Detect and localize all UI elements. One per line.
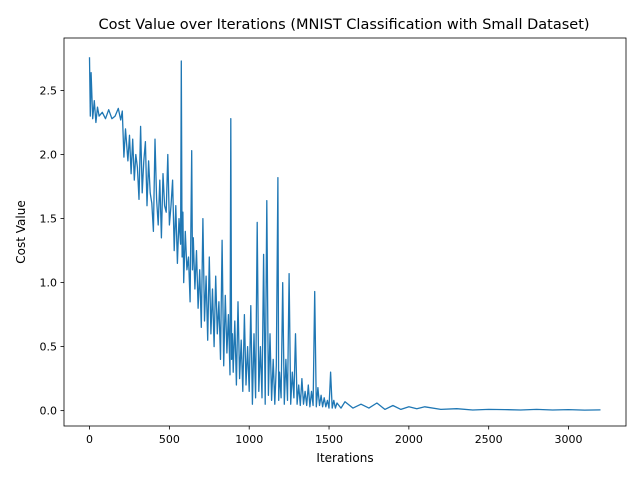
x-tick-label: 1000 [235, 433, 263, 446]
plot-area-frame [63, 37, 627, 427]
x-tick-label: 2000 [395, 433, 423, 446]
y-tick-label: 0.0 [40, 405, 58, 418]
x-tick-label: 2500 [475, 433, 503, 446]
x-tick-label: 1500 [315, 433, 343, 446]
y-axis-ticks: 0.0 0.5 1.0 1.5 2.0 2.5 [40, 85, 64, 418]
x-axis-ticks: 0 500 1000 1500 2000 2500 3000 [86, 426, 583, 446]
x-axis-label: Iterations [316, 451, 373, 465]
chart-title: Cost Value over Iterations (MNIST Classi… [98, 17, 589, 33]
x-tick-label: 3000 [555, 433, 583, 446]
y-axis-label: Cost Value [14, 200, 28, 263]
series-line [88, 57, 601, 411]
y-tick-label: 1.0 [40, 277, 58, 290]
x-tick-label: 500 [159, 433, 180, 446]
y-tick-label: 0.5 [40, 341, 58, 354]
y-tick-label: 1.5 [40, 213, 58, 226]
x-tick-label: 0 [86, 433, 93, 446]
y-tick-label: 2.0 [40, 149, 58, 162]
y-tick-label: 2.5 [40, 85, 58, 98]
